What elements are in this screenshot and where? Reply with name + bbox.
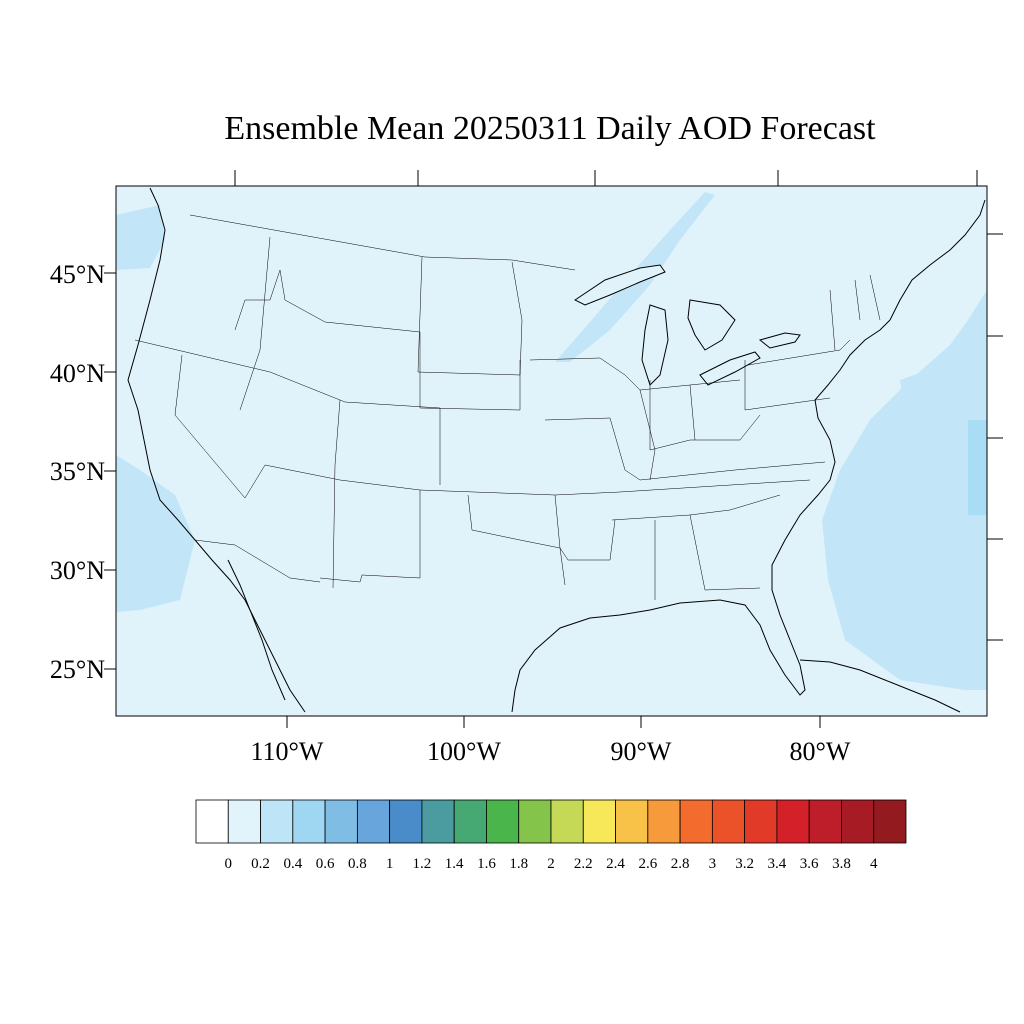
colorbar-swatch [841,799,875,844]
colorbar-swatch [582,799,616,844]
colorbar-label: 1 [386,856,394,872]
colorbar-label: 2 [547,856,555,872]
longitude-labels: 110°W 100°W 90°W 80°W [251,737,851,766]
axis-ticks [104,170,1003,728]
colorbar-swatch [711,799,746,844]
lon-label-90w: 90°W [611,737,672,766]
state-boundaries [134,214,881,600]
coastline-west [127,187,306,713]
coastline-baja-inner [227,559,286,701]
colorbar-swatch [550,799,584,844]
lat-label-25: 25°N [50,655,105,684]
colorbar-label: 0.8 [348,856,367,872]
colorbar-label: 1.6 [477,856,496,872]
colorbar-swatch [776,799,810,844]
colorbar-swatch [744,799,778,844]
latitude-labels: 45°N 40°N 35°N 30°N 25°N [50,260,105,684]
lake-ontario [758,332,801,349]
colorbar-label: 0.4 [283,856,302,872]
colorbar [195,799,907,844]
lake-huron [687,299,736,351]
colorbar-label: 1.2 [413,856,432,872]
colorbar-label: 1.8 [509,856,528,872]
colorbar-label: 3.2 [735,856,754,872]
colorbar-swatch [227,799,261,844]
lake-michigan [641,304,669,386]
aod-region-pacific-sw [116,455,195,612]
colorbar-swatch [195,799,229,844]
lat-label-40: 40°N [50,359,105,388]
lake-superior [574,264,666,306]
colorbar-label: 3.8 [832,856,851,872]
colorbar-swatch [389,799,423,844]
colorbar-swatch [260,799,294,844]
colorbar-label: 3 [709,856,717,872]
colorbar-swatch [615,799,649,844]
aod-contours [116,187,987,713]
colorbar-label: 0.6 [316,856,335,872]
lat-label-45: 45°N [50,260,105,289]
colorbar-label: 2.6 [638,856,657,872]
colorbar-swatch [356,799,391,844]
colorbar-swatch [647,799,681,844]
aod-region-atlantic [822,290,987,690]
lon-label-80w: 80°W [790,737,851,766]
map-frame [115,185,988,717]
colorbar-swatch [486,799,520,844]
colorbar-label: 2.2 [574,856,593,872]
lat-label-35: 35°N [50,457,105,486]
lon-label-100w: 100°W [427,737,501,766]
coastline-gulf [511,319,891,713]
colorbar-label: 3.6 [800,856,819,872]
map-panel [115,185,988,717]
colorbar-label: 3.4 [768,856,787,872]
colorbar-label: 0 [225,856,233,872]
colorbar-swatch [324,799,358,844]
colorbar-label: 2.8 [671,856,690,872]
colorbar-label: 1.4 [445,856,464,872]
colorbar-label: 2.4 [606,856,625,872]
colorbar-swatch [873,799,907,844]
aod-region-pacific-nw [116,205,165,270]
colorbar-swatch [808,799,842,844]
coastline-cuba [799,659,961,713]
aod-region-strip [968,420,987,515]
coastline-northeast [889,199,986,321]
lon-label-110w: 110°W [251,737,324,766]
colorbar-label: 0.2 [251,856,270,872]
lat-label-30: 30°N [50,556,105,585]
colorbar-swatch [518,799,552,844]
colorbar-swatch [421,799,455,844]
colorbar-swatch [292,799,326,844]
colorbar-swatch [453,799,487,844]
page-title: Ensemble Mean 20250311 Daily AOD Forecas… [224,110,876,147]
colorbar-swatch [679,799,713,844]
aod-region-atlantic-north [900,335,987,392]
colorbar-label: 4 [870,856,878,872]
colorbar-labels: 0 0.2 0.4 0.6 0.8 1 1.2 1.4 1.6 1.8 2 2.2 2.4 2.6 2.8 3… [225,856,878,872]
